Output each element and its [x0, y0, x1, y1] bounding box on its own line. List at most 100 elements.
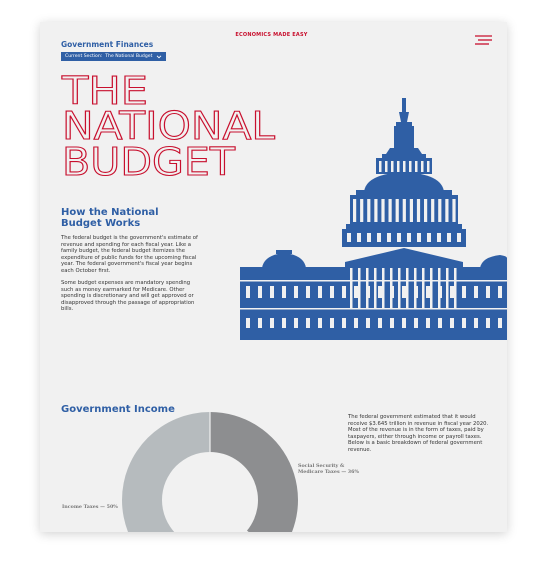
- capitol-part: [240, 280, 507, 282]
- capitol-part: [294, 286, 298, 298]
- capitol-part: [270, 318, 274, 328]
- capitol-part: [424, 199, 428, 222]
- capitol-part: [480, 255, 507, 268]
- capitol-part: [415, 161, 418, 172]
- intro-heading: How the National Budget Works: [61, 207, 159, 229]
- intro-paragraph: Some budget expenses are mandatory spend…: [61, 280, 195, 313]
- capitol-part: [421, 161, 424, 172]
- capitol-part: [350, 268, 353, 308]
- data-label: Social Security & Medicare Taxes — 36%: [298, 463, 360, 476]
- section-name: Government Finances: [61, 40, 154, 49]
- capitol-part: [388, 199, 392, 222]
- capitol-part: [382, 268, 385, 308]
- capitol-part: [396, 122, 412, 126]
- donut-segment: [210, 412, 298, 532]
- capitol-part: [330, 318, 334, 328]
- hero-title-line: BUDGET: [62, 140, 236, 184]
- capitol-part: [395, 199, 399, 222]
- capitol-part: [437, 233, 441, 242]
- capitol-part: [398, 268, 401, 308]
- income-paragraph: The federal government estimated that it…: [348, 414, 489, 453]
- capitol-part: [374, 268, 377, 308]
- capitol-part: [422, 268, 425, 308]
- capitol-part: [258, 286, 262, 298]
- capitol-part: [417, 233, 421, 242]
- brand: ECONOMICS MADE EASY: [235, 32, 308, 38]
- capitol-part: [347, 233, 351, 242]
- capitol-part: [402, 286, 406, 298]
- capitol-part: [282, 286, 286, 298]
- capitol-part: [385, 161, 388, 172]
- capitol-part: [399, 112, 409, 122]
- capitol-part: [474, 318, 478, 328]
- capitol-part: [342, 286, 346, 298]
- capitol-part: [342, 318, 346, 328]
- capitol-part: [276, 250, 292, 254]
- capitol-part: [346, 224, 462, 229]
- capitol-part: [381, 199, 385, 222]
- section-button[interactable]: Current Section: The National Budget: [61, 52, 167, 61]
- capitol-part: [454, 268, 457, 308]
- capitol-part: [390, 268, 393, 308]
- capitol-part: [498, 286, 502, 298]
- capitol-part: [378, 286, 382, 298]
- capitol-part: [345, 248, 463, 262]
- capitol-part: [240, 272, 507, 340]
- capitol-part: [353, 199, 357, 222]
- capitol-part: [306, 318, 310, 328]
- hero-title-line: NATIONAL: [62, 104, 275, 148]
- capitol-part: [345, 262, 463, 268]
- capitol-part: [402, 199, 406, 222]
- capitol-part: [358, 268, 361, 308]
- capitol-part: [306, 286, 310, 298]
- capitol-part: [258, 318, 262, 328]
- donut-chart: [122, 412, 298, 532]
- capitol-part: [386, 148, 422, 154]
- capitol-part: [406, 268, 409, 308]
- capitol-part: [438, 318, 442, 328]
- capitol-part: [366, 268, 369, 308]
- capitol-part: [357, 233, 361, 242]
- capitol-part: [240, 308, 507, 310]
- capitol-part: [450, 318, 454, 328]
- capitol-part: [360, 199, 364, 222]
- capitol-part: [240, 267, 507, 272]
- capitol-part: [377, 233, 381, 242]
- capitol-part: [270, 286, 274, 298]
- capitol-part: [374, 199, 378, 222]
- capitol-part: [330, 286, 334, 298]
- capitol-part: [462, 318, 466, 328]
- capitol-part: [402, 318, 406, 328]
- capitol-illustration: [240, 98, 507, 340]
- capitol-part: [318, 318, 322, 328]
- hero-title-line: THE: [61, 69, 148, 113]
- capitol-part: [318, 286, 322, 298]
- capitol-part: [342, 229, 466, 247]
- capitol-part: [262, 253, 306, 268]
- capitol-part: [431, 199, 435, 222]
- chart-title: Government Income: [61, 404, 175, 415]
- capitol-part: [486, 286, 490, 298]
- menu-icon[interactable]: [475, 35, 492, 45]
- chevron: [156, 55, 162, 59]
- capitol-part: [446, 268, 449, 308]
- capitol-part: [367, 233, 371, 242]
- capitol-part: [390, 318, 394, 328]
- intro-paragraph: The federal budget is the government's e…: [61, 235, 198, 274]
- capitol-part: [426, 286, 430, 298]
- capitol-part: [438, 199, 442, 222]
- capitol-part: [426, 318, 430, 328]
- capitol-part: [427, 161, 430, 172]
- capitol-part: [382, 154, 426, 158]
- capitol-part: [294, 318, 298, 328]
- capitol-part: [438, 268, 441, 308]
- capitol-part: [397, 161, 400, 172]
- capitol-part: [447, 233, 451, 242]
- capitol-part: [403, 161, 406, 172]
- capitol-part: [366, 318, 370, 328]
- data-label: Income Taxes — 50%: [62, 504, 118, 510]
- capitol-part: [445, 199, 449, 222]
- capitol-part: [498, 318, 502, 328]
- capitol-part: [409, 161, 412, 172]
